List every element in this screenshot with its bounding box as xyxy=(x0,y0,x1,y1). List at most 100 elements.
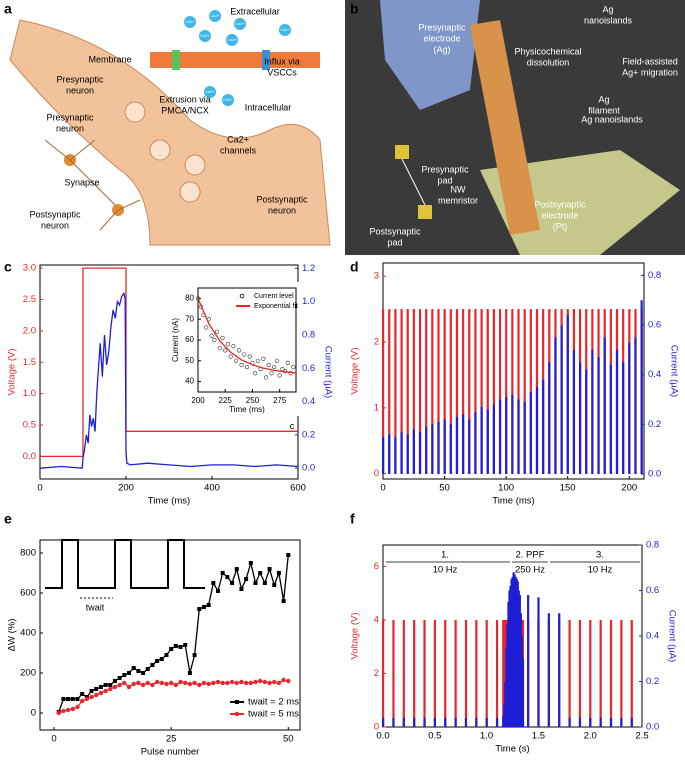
marker xyxy=(187,671,192,675)
marker xyxy=(61,697,66,701)
marker xyxy=(229,679,235,685)
marker xyxy=(234,567,239,571)
point xyxy=(285,360,290,365)
pulse xyxy=(449,309,452,474)
legend-marker xyxy=(239,293,245,299)
marker xyxy=(159,680,165,686)
marker xyxy=(155,659,160,663)
marker xyxy=(98,690,104,696)
y2-axis-label: Current (µA) xyxy=(322,346,333,398)
pulse xyxy=(464,619,468,727)
pulse xyxy=(628,342,631,475)
marker xyxy=(201,605,206,609)
label: memristor xyxy=(438,195,478,205)
y-tick-label: 0 xyxy=(374,722,379,733)
pulse xyxy=(486,409,489,475)
label: NW xyxy=(451,184,466,194)
marker xyxy=(103,688,108,694)
marker xyxy=(164,653,169,657)
plot-layer xyxy=(382,572,633,727)
marker xyxy=(183,643,188,647)
marker xyxy=(122,680,127,686)
y2-tick-label: 0.0 xyxy=(302,463,315,474)
marker xyxy=(248,680,254,686)
line xyxy=(197,298,297,374)
marker xyxy=(70,697,75,701)
pulse xyxy=(495,717,499,727)
pulse xyxy=(402,717,405,727)
y-tick-label: 1.0 xyxy=(23,388,36,399)
marker xyxy=(168,680,174,686)
marker xyxy=(94,687,99,691)
legend-label: twait = 2 ms xyxy=(248,697,299,708)
pulse xyxy=(523,309,526,474)
pulse xyxy=(620,619,623,727)
x-axis-label: Time (ms) xyxy=(148,496,190,507)
pulse xyxy=(437,309,440,474)
ion-label: Ca2+ xyxy=(200,33,210,38)
label: Field-assisted xyxy=(622,56,678,66)
point xyxy=(291,364,296,370)
marker xyxy=(79,698,85,704)
marker xyxy=(112,679,117,683)
marker xyxy=(262,581,267,585)
ion-label: Ca2+ xyxy=(185,19,195,24)
plot-layer xyxy=(382,300,643,475)
annotation: 10 Hz xyxy=(433,565,458,576)
line xyxy=(58,554,289,713)
x-axis-label: Time (ms) xyxy=(492,496,534,507)
marker xyxy=(276,571,281,575)
pulse xyxy=(486,309,489,474)
y2-tick-label: 0.4 xyxy=(648,369,661,380)
x-tick-label: 1.5 xyxy=(532,731,545,742)
marker xyxy=(108,686,113,692)
pulse xyxy=(529,309,532,474)
x-tick-label: 2.5 xyxy=(635,731,648,742)
pulse xyxy=(418,309,422,474)
x-tick-label: 250 xyxy=(246,396,260,405)
pulse xyxy=(560,325,563,475)
channel xyxy=(262,50,270,70)
ion-label: Ca2+ xyxy=(235,21,245,26)
y2-tick-label: 0.4 xyxy=(646,631,659,642)
y2-axis-label: Current (µA) xyxy=(668,345,679,397)
pulse xyxy=(548,362,551,475)
x-tick-label: 0 xyxy=(51,734,56,745)
point xyxy=(231,344,236,349)
marker xyxy=(220,680,225,686)
label: Presynaptic xyxy=(56,74,104,84)
marker xyxy=(164,681,169,687)
label: VSCCs xyxy=(267,67,297,77)
pulse xyxy=(517,309,520,474)
y2-axis-label: Current (µA) xyxy=(666,610,677,662)
label: Ag xyxy=(602,4,613,14)
pulse xyxy=(589,717,592,727)
line xyxy=(40,267,298,458)
x-axis-label: Time (ms) xyxy=(229,405,265,414)
marker xyxy=(244,577,249,581)
marker xyxy=(272,679,277,685)
legend-label: Exponential fit xyxy=(254,303,298,310)
panel-label: e xyxy=(4,511,12,527)
marker xyxy=(159,657,164,661)
waveform-label: twait xyxy=(86,602,105,612)
vesicle xyxy=(179,181,201,203)
panel-label: b xyxy=(350,1,359,17)
marker xyxy=(61,708,66,714)
pulse xyxy=(578,717,582,727)
pulse xyxy=(468,309,471,474)
marker xyxy=(220,571,225,575)
point xyxy=(247,354,252,359)
annotation: 3. xyxy=(596,550,604,561)
pulse xyxy=(554,337,557,475)
legend-label: Current level xyxy=(254,293,294,300)
y-tick-label: 2 xyxy=(374,668,379,679)
ion xyxy=(184,16,196,28)
point xyxy=(253,371,258,376)
waveform-inset xyxy=(45,539,205,599)
y-tick-label: 0.0 xyxy=(23,451,36,462)
y-tick-label: 600 xyxy=(20,588,36,599)
pulse xyxy=(566,315,569,475)
label: electrode xyxy=(423,33,460,43)
